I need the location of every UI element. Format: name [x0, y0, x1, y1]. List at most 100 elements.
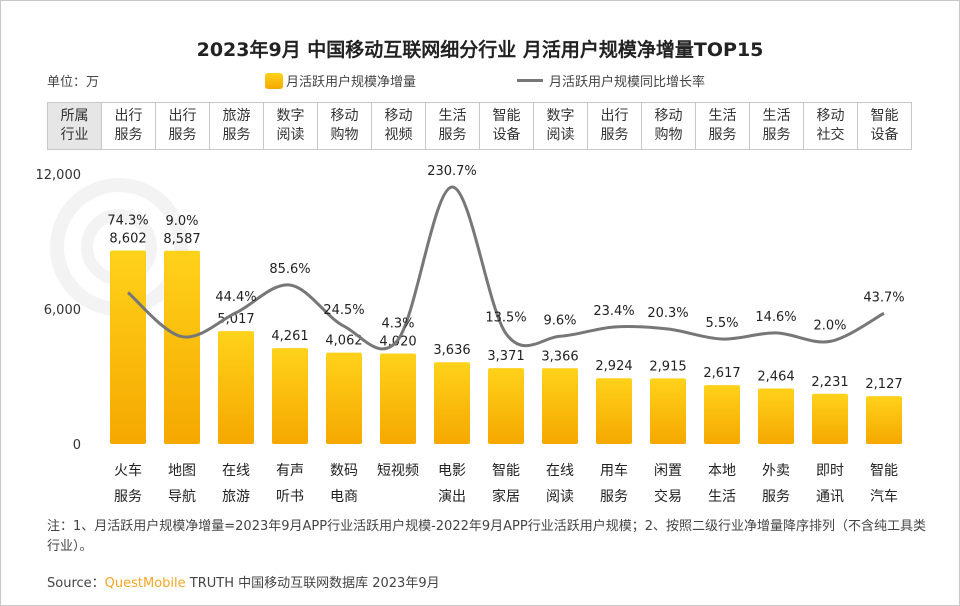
category-label-line2: 汽车 [870, 488, 898, 505]
bar [380, 353, 416, 444]
growth-rate-label: 2.0% [813, 318, 846, 333]
y-tick-label: 0 [73, 438, 81, 453]
industry-table: 所属行业 出行服务 出行服务 旅游服务 数字阅读 移动购物 移动视频 生活服务 智能设备 数字阅… [47, 102, 912, 150]
category-label-line2: 旅游 [222, 489, 250, 505]
category-label-line2: 演出 [438, 489, 466, 505]
growth-rate-label: 44.4% [215, 290, 256, 305]
industry-cell-label: 移动购物 [654, 108, 683, 143]
industry-cell-label: 生活服务 [762, 108, 791, 143]
category-label: 外卖 [762, 463, 790, 479]
growth-rate-label: 23.4% [593, 304, 634, 319]
y-tick-label: 12,000 [36, 168, 82, 183]
industry-cell-label: 移动购物 [330, 108, 359, 143]
category-label: 闲置 [654, 463, 682, 479]
legend-bar: 月活跃用户规模净增量 [265, 71, 416, 90]
industry-cell: 智能设备 [857, 102, 912, 150]
bar [164, 250, 200, 444]
growth-rate-label: 74.3% [107, 213, 148, 228]
category-label: 用车 [600, 462, 628, 479]
category-label: 电影 [438, 463, 466, 479]
y-tick-label: 6,000 [44, 303, 81, 318]
industry-cell: 生活服务 [695, 102, 750, 150]
legend-line-label: 月活跃用户规模同比增长率 [549, 75, 706, 90]
category-label: 在线 [222, 463, 250, 479]
category-label: 智能 [870, 463, 898, 479]
industry-cell-label: 出行服务 [168, 108, 197, 143]
chart-title: 2023年9月 中国移动互联网细分行业 月活用户规模净增量TOP15 [196, 39, 764, 61]
industry-cell-label: 数字阅读 [276, 108, 305, 143]
industry-cell-label: 生活服务 [708, 108, 737, 143]
bar [218, 331, 254, 444]
bar-value-label: 8,587 [163, 232, 200, 247]
industry-cell: 出行服务 [587, 102, 642, 150]
bar-value-label: 3,366 [541, 349, 578, 364]
category-label: 地图 [168, 463, 196, 479]
bar-value-label: 4,261 [271, 329, 308, 344]
bar-value-label: 2,924 [595, 359, 632, 374]
bar [542, 368, 578, 444]
industry-cell: 出行服务 [155, 102, 210, 150]
growth-rate-label: 85.6% [269, 262, 310, 277]
industry-cell-label: 出行服务 [600, 108, 629, 143]
industry-cell-label: 出行服务 [114, 108, 143, 143]
industry-cell-label: 智能设备 [870, 108, 899, 143]
growth-rate-label: 43.7% [863, 290, 904, 305]
category-label-line2: 服务 [114, 489, 142, 505]
category-label-line2: 导航 [168, 489, 196, 505]
industry-cell: 移动购物 [641, 102, 696, 150]
bar [326, 352, 362, 444]
industry-header: 所属行业 [47, 102, 102, 150]
growth-rate-label: 20.3% [647, 306, 688, 321]
footnote: 注：1、月活跃用户规模净增量=2023年9月APP行业活跃用户规模-2022年9… [47, 519, 926, 554]
bar [704, 385, 740, 444]
bar [272, 348, 308, 444]
category-label: 火车 [114, 462, 142, 479]
category-label: 智能 [492, 463, 520, 479]
growth-rate-label: 5.5% [705, 316, 738, 331]
category-label: 数码 [330, 463, 358, 479]
category-label-line2: 家居 [492, 488, 520, 505]
growth-rate-label: 230.7% [427, 164, 477, 179]
bar [812, 393, 848, 444]
category-label-line2: 听书 [276, 489, 304, 505]
category-label-line2: 服务 [600, 489, 628, 505]
industry-cell: 旅游服务 [209, 102, 264, 150]
bar-value-label: 2,617 [703, 366, 740, 381]
category-label-line2: 电商 [330, 489, 358, 505]
source-prefix: Source： [47, 576, 105, 591]
legend-bar-swatch [265, 72, 283, 89]
bar-value-label: 2,127 [865, 377, 902, 392]
industry-header-label: 所属行业 [60, 108, 89, 143]
industry-cell: 数字阅读 [263, 102, 318, 150]
bar [650, 378, 686, 444]
unit-label: 单位：万 [47, 75, 100, 90]
bar [434, 362, 470, 444]
bar-value-label: 2,915 [649, 359, 686, 374]
growth-rate-label: 24.5% [323, 303, 364, 318]
category-label: 短视频 [377, 463, 419, 479]
industry-cell-label: 移动社交 [816, 108, 845, 143]
bar [110, 250, 146, 444]
industry-cell: 生活服务 [425, 102, 480, 150]
industry-cell: 出行服务 [101, 102, 156, 150]
growth-rate-label: 4.3% [381, 317, 414, 332]
industry-cell: 移动视频 [371, 102, 426, 150]
legend-line: 月活跃用户规模同比增长率 [517, 71, 705, 90]
bar-value-label: 2,231 [811, 375, 848, 390]
bar-value-label: 4,062 [325, 334, 362, 349]
category-label-line2: 通讯 [816, 489, 844, 505]
category-label-line2: 服务 [762, 489, 790, 505]
category-label: 即时 [816, 463, 844, 479]
bar-value-label: 2,464 [757, 370, 794, 385]
industry-cell-label: 智能设备 [492, 108, 521, 143]
industry-cell: 数字阅读 [533, 102, 588, 150]
bar [758, 388, 794, 444]
legend-line-swatch [517, 79, 543, 82]
source-rest: TRUTH 中国移动互联网数据库 2023年9月 [185, 576, 440, 591]
growth-rate-label: 14.6% [755, 310, 796, 325]
bar [596, 378, 632, 444]
legend-bar-label: 月活跃用户规模净增量 [286, 75, 417, 90]
category-label: 在线 [546, 463, 574, 479]
